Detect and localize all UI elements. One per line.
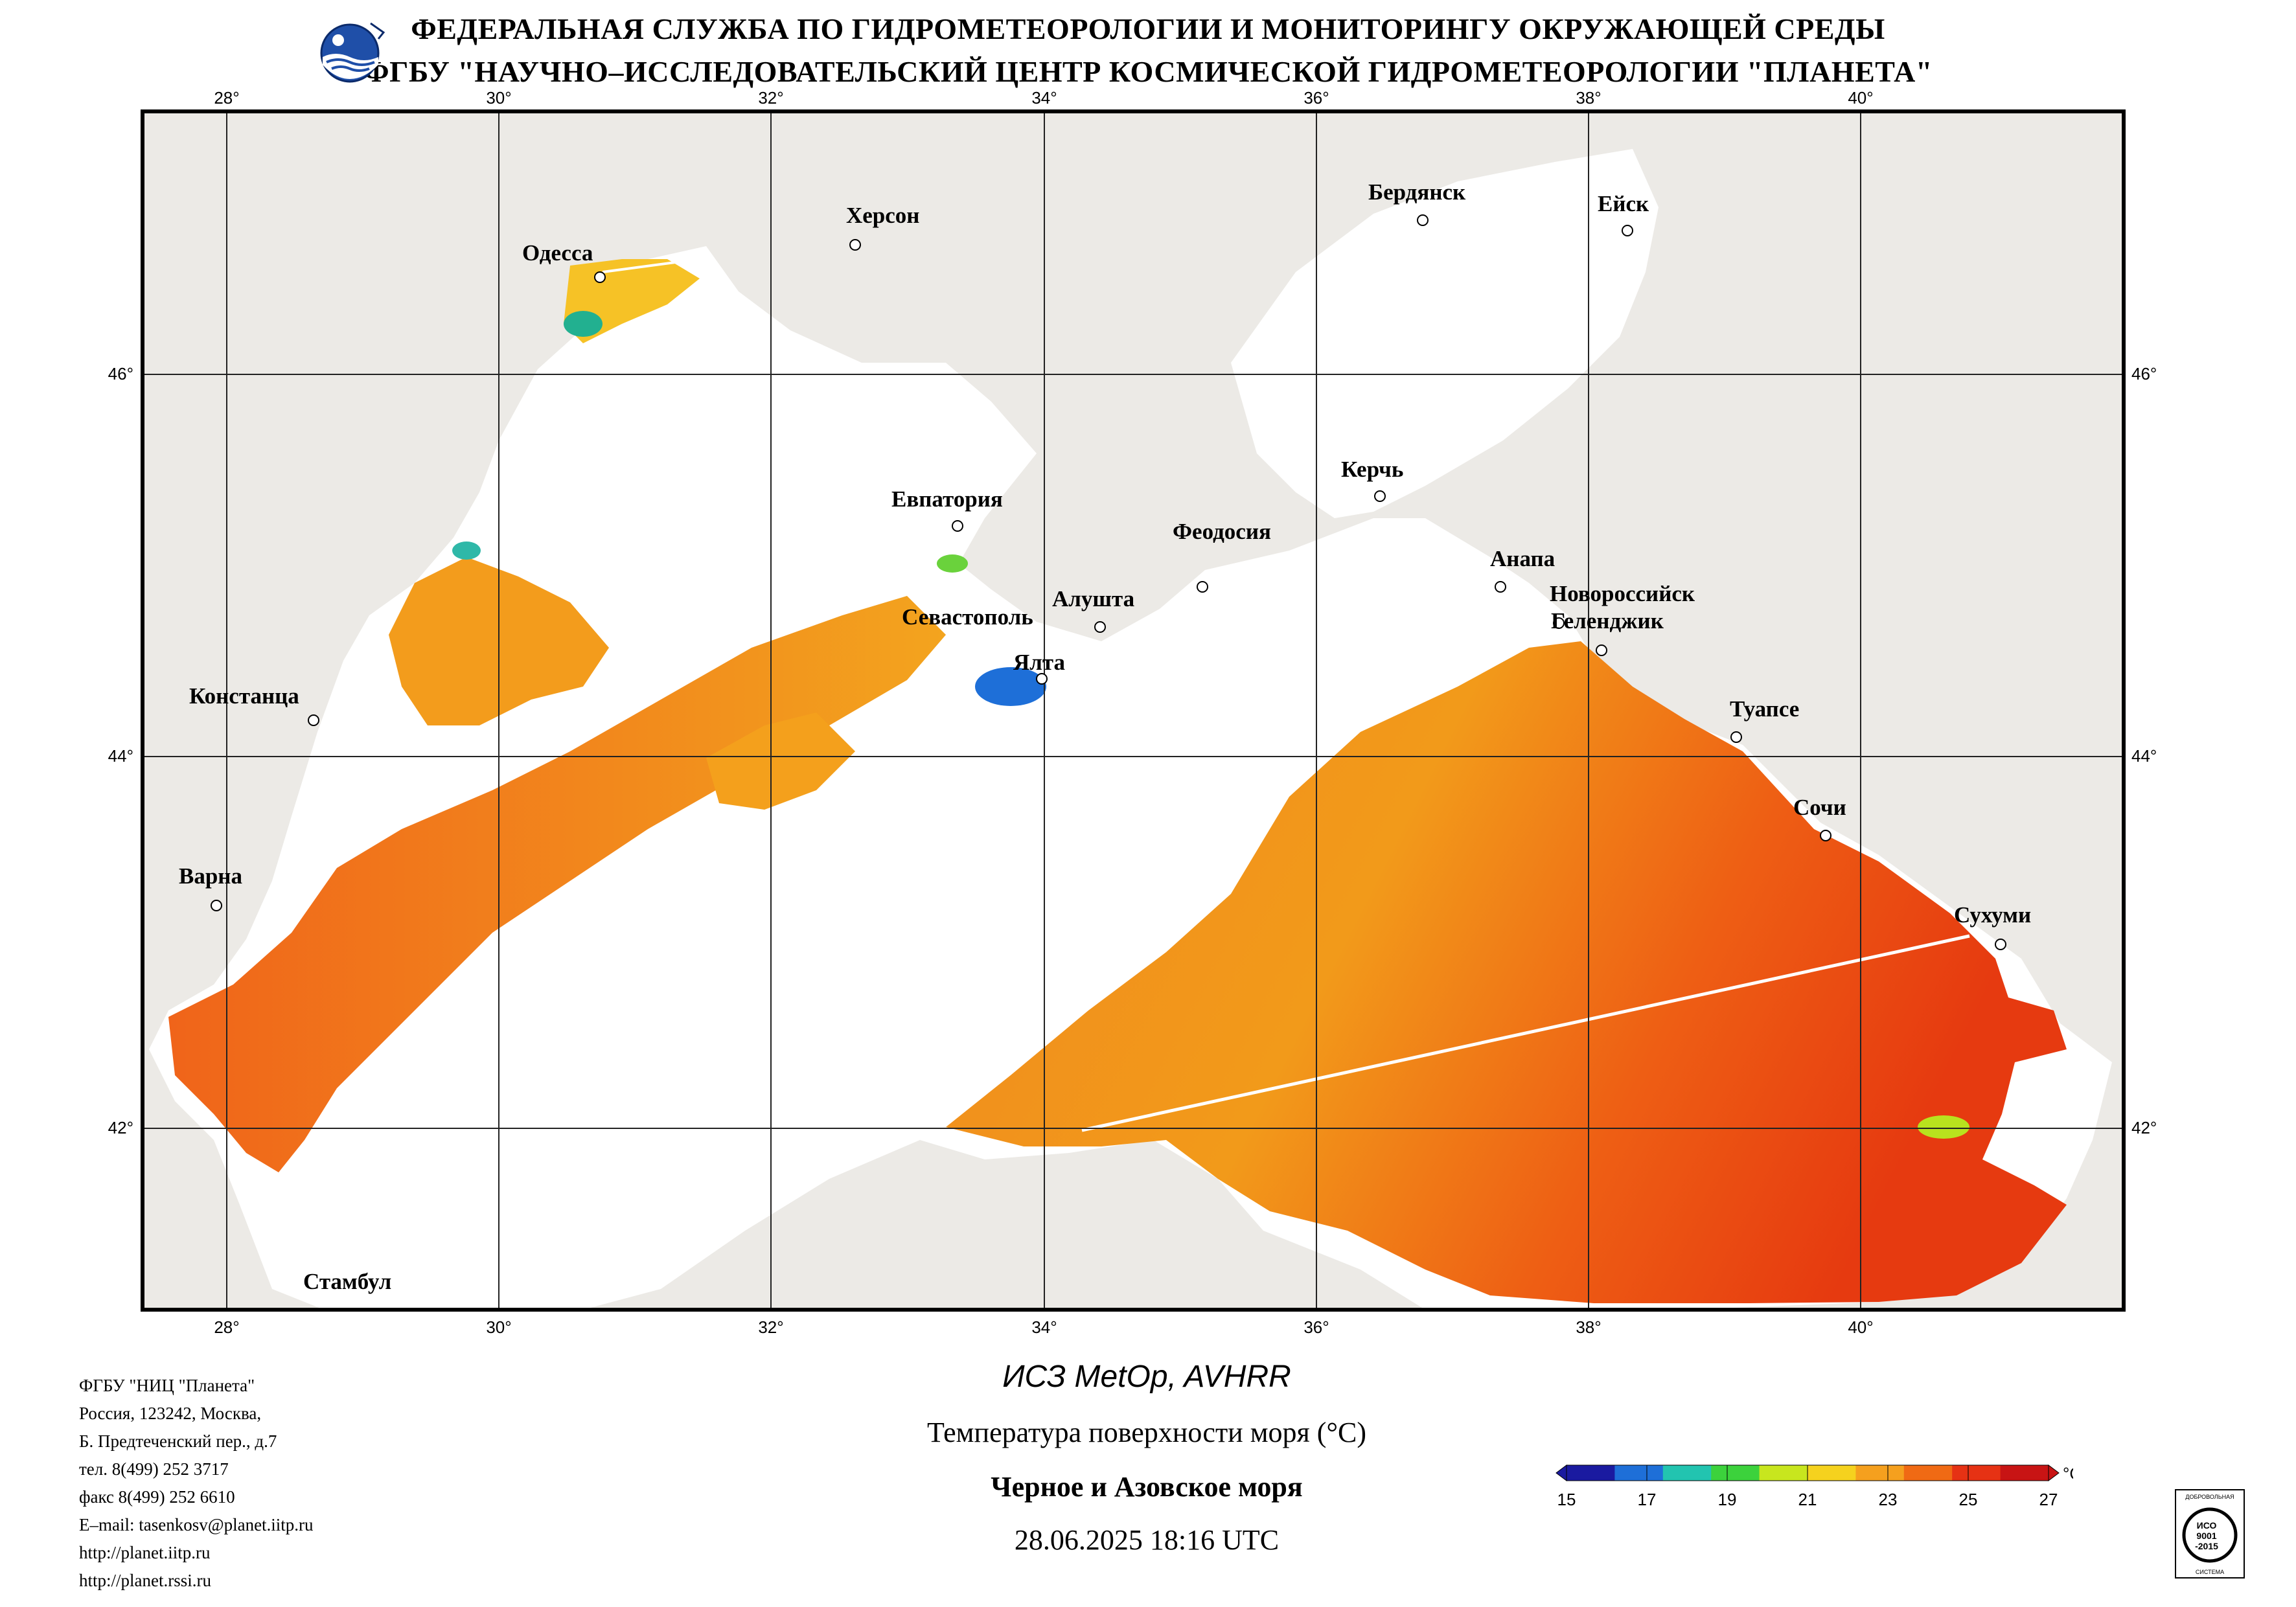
city-istanbul: Стамбул <box>303 1269 391 1294</box>
contact-line: тел. 8(499) 252 3717 <box>79 1459 229 1479</box>
lon-tick-bottom-32: 32° <box>758 1317 783 1337</box>
colorbar-tick-label: 21 <box>1798 1490 1817 1509</box>
lat-tick-right-44: 44° <box>2131 746 2157 766</box>
colorbar-tick-label: 17 <box>1638 1490 1657 1509</box>
planeta-logo-icon <box>320 22 385 83</box>
colorbar-tick-label: 23 <box>1879 1490 1898 1509</box>
cold-spot-yalta <box>975 667 1046 706</box>
lon-tick-top-34: 34° <box>1031 88 1057 108</box>
header-line-2: ФГБУ "НАУЧНО–ИССЛЕДОВАТЕЛЬСКИЙ ЦЕНТР КОС… <box>363 55 1933 88</box>
colorbar-cell <box>1711 1465 1760 1481</box>
contact-line: факс 8(499) 252 6610 <box>79 1487 235 1507</box>
product-title: Температура поверхности моря (°C) <box>926 1417 1367 1448</box>
lon-tick-top-28: 28° <box>214 88 239 108</box>
lon-tick-top-30: 30° <box>486 88 511 108</box>
colorbar-tick-label: 27 <box>2039 1490 2058 1509</box>
svg-text:ИСО: ИСО <box>2197 1520 2217 1531</box>
city-yalta: Ялта <box>1013 650 1065 675</box>
city-varna: Варна <box>179 863 242 889</box>
svg-text:-2015: -2015 <box>2195 1541 2218 1551</box>
city-feodosia: Феодосия <box>1173 519 1271 544</box>
lat-tick-right-42: 42° <box>2131 1118 2157 1137</box>
city-kerch: Керчь <box>1341 457 1403 482</box>
city-alushta: Алушта <box>1052 586 1134 611</box>
svg-text:СИСТЕМА: СИСТЕМА <box>2196 1569 2224 1575</box>
colorbar-cell <box>1662 1465 1712 1481</box>
contact-email[interactable]: E–mail: tasenkosv@planet.iitp.ru <box>79 1515 314 1534</box>
svg-text:9001: 9001 <box>2196 1531 2216 1541</box>
lon-tick-bottom-30: 30° <box>486 1317 511 1337</box>
lat-tick-left-42: 42° <box>108 1118 133 1137</box>
colorbar-cell <box>2000 1465 2049 1481</box>
lon-tick-bottom-34: 34° <box>1031 1317 1057 1337</box>
colorbar-unit: °C <box>2063 1464 2073 1483</box>
colorbar-cell <box>1759 1465 1808 1481</box>
contact-line: Б. Предтеченский пер., д.7 <box>79 1431 277 1451</box>
sst-east-field <box>946 641 2067 1303</box>
colorbar-cell <box>1614 1465 1664 1481</box>
contact-line: ФГБУ "НИЦ "Планета" <box>79 1376 255 1395</box>
region-title: Черное и Азовское моря <box>991 1471 1303 1503</box>
contact-line: Россия, 123242, Москва, <box>79 1404 262 1423</box>
lon-tick-top-32: 32° <box>758 88 783 108</box>
colorbar-arrow-right <box>2048 1465 2060 1481</box>
colorbar: °C 15 17 19 21 23 25 27 <box>1556 1464 2073 1509</box>
lat-tick-right-46: 46° <box>2131 364 2157 383</box>
lat-tick-left-46: 46° <box>108 364 133 383</box>
colorbar-tick-label: 25 <box>1959 1490 1978 1509</box>
city-tuapse: Туапсе <box>1730 696 1799 722</box>
azov-sea <box>1231 149 1659 518</box>
lon-tick-top-38: 38° <box>1576 88 1601 108</box>
svg-text:ДОБРОВОЛЬНАЯ: ДОБРОВОЛЬНАЯ <box>2185 1494 2234 1500</box>
sst-south-west-patch <box>706 712 855 810</box>
lon-tick-bottom-28: 28° <box>214 1317 239 1337</box>
lon-tick-bottom-38: 38° <box>1576 1317 1601 1337</box>
city-sochi: Сочи <box>1793 795 1846 820</box>
city-gelendzhik: Геленджик <box>1551 608 1664 633</box>
city-anapa: Анапа <box>1490 546 1555 571</box>
city-sevastopol: Севастополь <box>902 604 1033 630</box>
timestamp: 28.06.2025 18:16 UTC <box>1014 1524 1280 1556</box>
city-berdyansk: Бердянск <box>1368 179 1466 205</box>
colorbar-tick-label: 15 <box>1557 1490 1576 1509</box>
colorbar-cell <box>1567 1465 1615 1481</box>
contact-link[interactable]: http://planet.iitp.ru <box>79 1543 211 1562</box>
contacts-block: ФГБУ "НИЦ "Планета" Россия, 123242, Моск… <box>79 1372 314 1595</box>
lon-tick-bottom-36: 36° <box>1303 1317 1329 1337</box>
iso-certification-icon: ДОБРОВОЛЬНАЯ ИСО 9001 -2015 СИСТЕМА <box>2175 1489 2245 1579</box>
lon-tick-top-40: 40° <box>1848 88 1873 108</box>
colorbar-tick-label: 19 <box>1718 1490 1737 1509</box>
colorbar-cell <box>1952 1465 2001 1481</box>
city-constanta: Констанца <box>189 683 299 709</box>
cold-spot-odessa <box>564 311 603 337</box>
colorbar-cell <box>1855 1465 1905 1481</box>
city-kherson: Херсон <box>846 203 919 228</box>
colorbar-arrow-left <box>1556 1465 1567 1481</box>
city-yeysk: Ейск <box>1598 191 1649 216</box>
colorbar-cell <box>1903 1465 1953 1481</box>
lon-tick-bottom-40: 40° <box>1848 1317 1873 1337</box>
contact-link[interactable]: http://planet.rssi.ru <box>79 1571 211 1590</box>
lat-tick-left-44: 44° <box>108 746 133 766</box>
lon-tick-top-36: 36° <box>1303 88 1329 108</box>
city-evpatoria: Евпатория <box>891 486 1003 512</box>
city-novorossiysk: Новороссийск <box>1550 581 1695 606</box>
satellite-title: ИСЗ MetOp, AVHRR <box>1002 1360 1291 1394</box>
city-sukhumi: Сухуми <box>1954 902 2031 928</box>
colorbar-cell <box>1808 1465 1856 1481</box>
city-odessa: Одесса <box>522 240 593 266</box>
header-line-1: ФЕДЕРАЛЬНАЯ СЛУЖБА ПО ГИДРОМЕТЕОРОЛОГИИ … <box>411 12 1885 45</box>
